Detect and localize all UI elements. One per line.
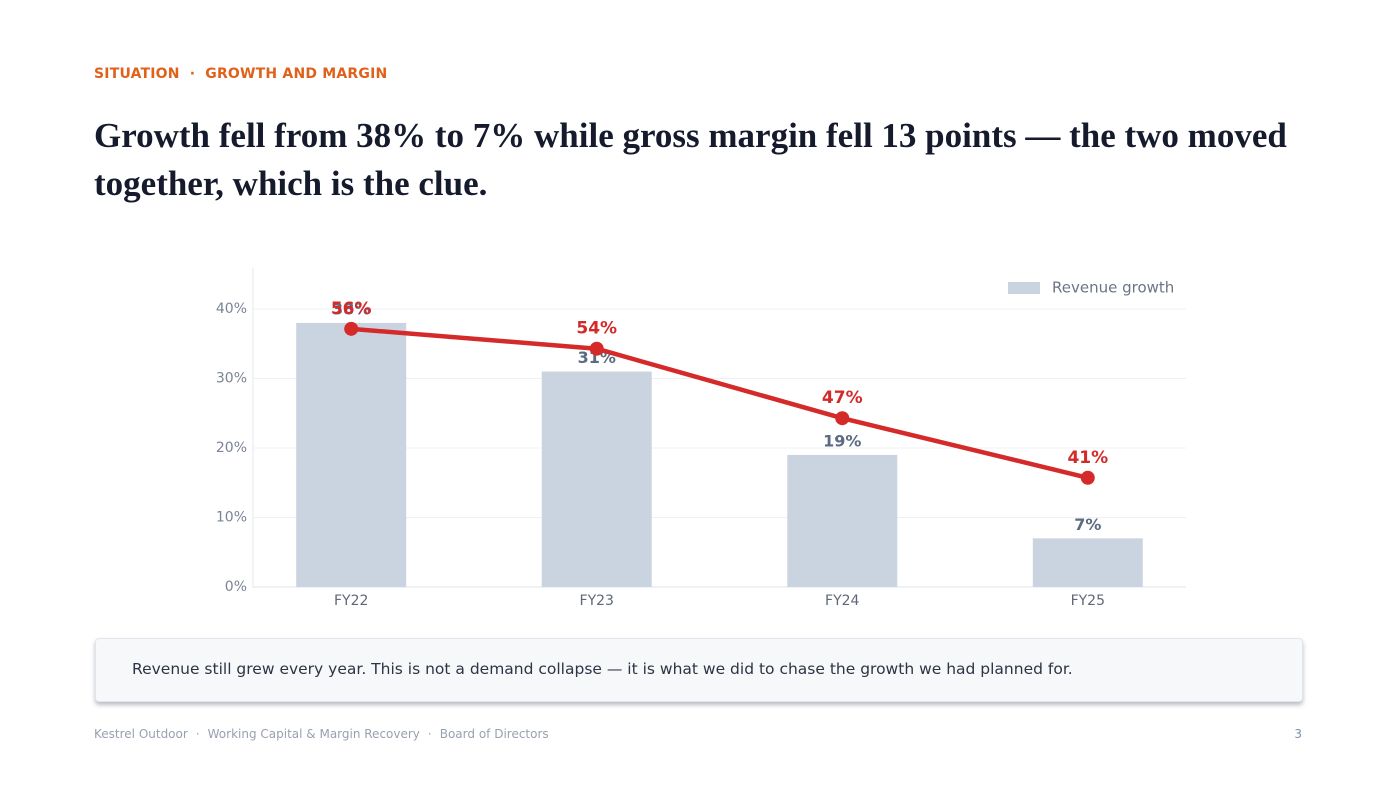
x-tick-label: FY24 <box>825 593 860 609</box>
legend-label: Revenue growth <box>1052 279 1174 297</box>
bar-value-label: 19% <box>823 431 861 450</box>
page-number: 3 <box>1294 727 1302 741</box>
slide-title: Growth fell from 38% to 7% while gross m… <box>94 116 1287 203</box>
x-tick-label: FY22 <box>334 593 368 609</box>
line <box>351 326 1089 480</box>
line-point <box>1080 470 1095 485</box>
y-tick-label: 30% <box>216 371 247 387</box>
line-point <box>344 321 359 336</box>
line-value-label: 56% <box>331 299 372 319</box>
line-point <box>589 341 604 356</box>
bar <box>1032 538 1143 587</box>
y-tick-label: 40% <box>216 301 247 317</box>
bar <box>541 371 652 587</box>
eyebrow: SITUATION · GROWTH AND MARGIN <box>94 66 388 82</box>
footer-company: Kestrel Outdoor <box>94 727 188 741</box>
eyebrow-section: SITUATION <box>94 66 180 82</box>
callout-text: Revenue still grew every year. This is n… <box>132 660 1073 678</box>
footer-audience: Board of Directors <box>439 727 549 741</box>
bar-value-label: 38% <box>332 299 370 318</box>
bar-value-label: 7% <box>1074 515 1101 534</box>
x-tick-label: FY25 <box>1071 593 1105 609</box>
callout: Revenue still grew every year. This is n… <box>95 638 1303 702</box>
footer-deck: Working Capital & Margin Recovery <box>207 727 420 741</box>
x-tick-label: FY23 <box>580 593 614 609</box>
line-value-label: 47% <box>822 388 863 408</box>
line-point <box>835 411 850 426</box>
legend-swatch <box>1008 282 1040 294</box>
y-tick-label: 10% <box>216 510 247 526</box>
y-tick-label: 20% <box>216 440 247 456</box>
eyebrow-topic: GROWTH AND MARGIN <box>205 66 388 82</box>
footer: Kestrel Outdoor · Working Capital & Margin… <box>94 727 549 741</box>
y-tick-label: 0% <box>225 579 247 595</box>
line-value-label: 54% <box>576 319 617 339</box>
line-value-label: 41% <box>1067 448 1108 468</box>
bar <box>787 454 898 587</box>
bar <box>296 322 407 587</box>
